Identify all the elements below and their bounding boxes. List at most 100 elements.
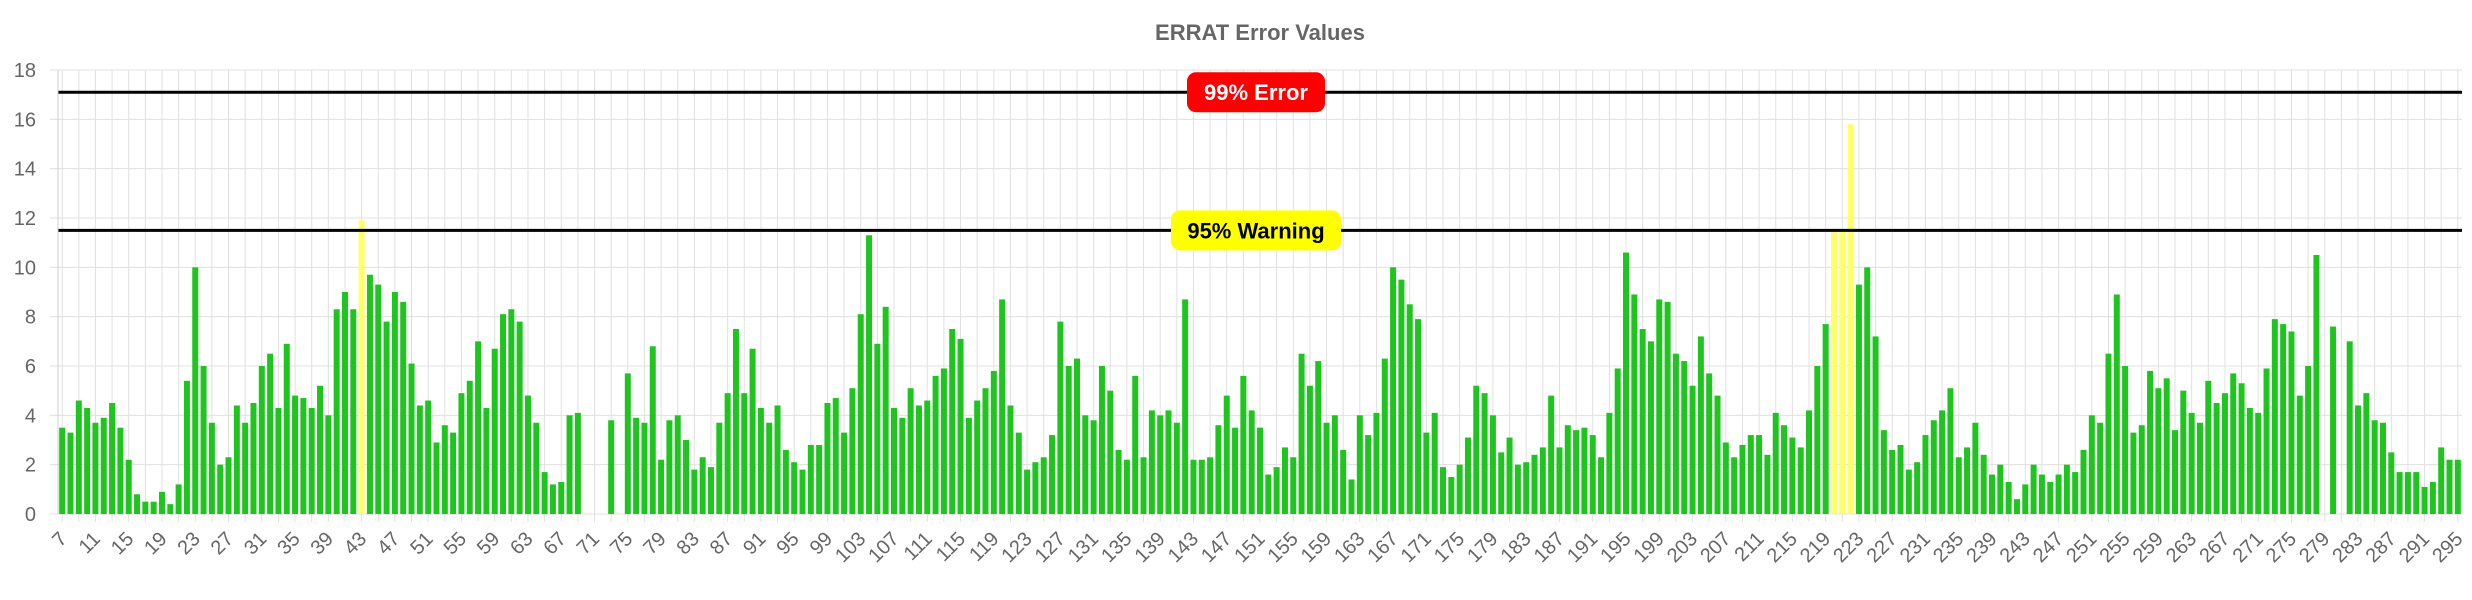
bar bbox=[1672, 353, 1679, 514]
bar bbox=[1148, 410, 1155, 514]
bar bbox=[1240, 375, 1247, 514]
bar bbox=[1822, 324, 1829, 514]
bar bbox=[1897, 444, 1904, 514]
bars bbox=[59, 124, 2461, 515]
bar bbox=[508, 309, 515, 514]
x-tick-label: 59 bbox=[473, 528, 504, 559]
bar bbox=[1456, 464, 1463, 514]
bar bbox=[1373, 412, 1380, 514]
bar bbox=[2355, 405, 2362, 514]
x-tick-label: 63 bbox=[506, 528, 537, 559]
x-tick-label: 31 bbox=[240, 528, 271, 559]
x-tick-label: 7 bbox=[48, 528, 71, 551]
bar bbox=[915, 405, 922, 514]
bar bbox=[649, 346, 656, 514]
bar bbox=[1132, 375, 1139, 514]
bar bbox=[683, 440, 690, 514]
x-tick-label: 239 bbox=[1962, 528, 2001, 567]
bar bbox=[1423, 432, 1430, 514]
bar bbox=[782, 449, 789, 514]
bar bbox=[1481, 393, 1488, 514]
bar bbox=[2147, 370, 2154, 514]
bar bbox=[2105, 353, 2112, 514]
bar bbox=[674, 415, 681, 514]
bar bbox=[1381, 358, 1388, 514]
x-tick-label: 251 bbox=[2062, 528, 2101, 567]
bar bbox=[1681, 361, 1688, 514]
bar bbox=[225, 457, 232, 514]
bar bbox=[1531, 454, 1538, 514]
bar bbox=[2363, 393, 2370, 514]
x-tick-label: 235 bbox=[1929, 528, 1968, 567]
x-tick-label: 171 bbox=[1397, 528, 1436, 567]
bar bbox=[366, 274, 373, 514]
bar bbox=[92, 422, 99, 514]
bar bbox=[2188, 412, 2195, 514]
bar bbox=[982, 388, 989, 514]
bar bbox=[267, 353, 274, 514]
bar bbox=[799, 469, 806, 514]
bar bbox=[2288, 331, 2295, 514]
bar bbox=[1323, 422, 1330, 514]
bar bbox=[2138, 425, 2145, 514]
x-tick-label: 247 bbox=[2029, 528, 2068, 567]
bar bbox=[317, 385, 324, 514]
bar bbox=[358, 220, 365, 514]
threshold-badge bbox=[1171, 210, 1341, 251]
bar bbox=[1606, 412, 1613, 514]
bar bbox=[1989, 474, 1996, 514]
bar bbox=[408, 363, 415, 514]
bar bbox=[707, 467, 714, 514]
bar bbox=[2163, 378, 2170, 514]
bar bbox=[1756, 435, 1763, 514]
bar bbox=[2172, 430, 2179, 514]
bar bbox=[1057, 321, 1064, 514]
bar bbox=[633, 417, 640, 514]
bar bbox=[2330, 326, 2337, 514]
x-tick-label: 195 bbox=[1596, 528, 1635, 567]
bar bbox=[2088, 415, 2095, 514]
bar bbox=[1074, 358, 1080, 514]
bar bbox=[608, 420, 615, 514]
bar bbox=[292, 395, 299, 514]
x-tick-label: 259 bbox=[2129, 528, 2168, 567]
bar bbox=[1115, 449, 1122, 514]
x-tick-label: 283 bbox=[2328, 528, 2367, 567]
bar bbox=[1922, 435, 1929, 514]
bar bbox=[275, 407, 282, 514]
bar bbox=[375, 284, 382, 514]
bar bbox=[791, 462, 798, 514]
bar bbox=[999, 299, 1006, 514]
bar bbox=[2196, 422, 2203, 514]
bar bbox=[325, 415, 332, 514]
bar bbox=[965, 417, 972, 514]
bar bbox=[2038, 474, 2045, 514]
bar bbox=[258, 366, 265, 514]
bar bbox=[433, 442, 440, 514]
bar bbox=[2404, 472, 2411, 514]
bar bbox=[1905, 469, 1912, 514]
bar bbox=[932, 375, 939, 514]
bar bbox=[391, 292, 398, 514]
bar bbox=[475, 341, 482, 514]
bar bbox=[1880, 430, 1887, 514]
x-tick-label: 23 bbox=[173, 528, 204, 559]
bar bbox=[208, 422, 215, 514]
bar bbox=[491, 348, 498, 514]
bar bbox=[1573, 430, 1580, 514]
bar bbox=[874, 343, 881, 514]
bar bbox=[574, 412, 581, 514]
bar bbox=[1049, 435, 1056, 514]
bar bbox=[308, 407, 315, 514]
bar bbox=[1498, 452, 1505, 514]
bar bbox=[1614, 368, 1621, 514]
bar bbox=[1348, 479, 1355, 514]
x-tick-label: 159 bbox=[1297, 528, 1336, 567]
x-tick-label: 79 bbox=[639, 528, 670, 559]
threshold-label: 99% Error bbox=[1204, 80, 1308, 105]
x-tick-label: 207 bbox=[1696, 528, 1735, 567]
bar bbox=[1589, 435, 1596, 514]
bar bbox=[1656, 299, 1663, 514]
x-tick-label: 167 bbox=[1363, 528, 1402, 567]
